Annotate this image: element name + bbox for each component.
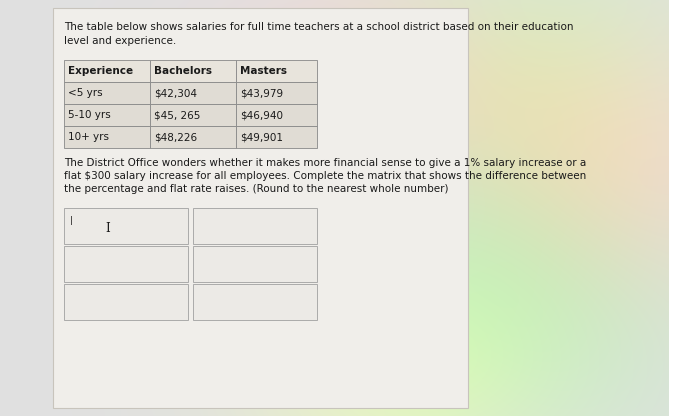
Bar	[64, 60, 150, 82]
Bar	[64, 104, 150, 126]
Bar	[193, 208, 317, 244]
Bar	[193, 246, 317, 282]
Text: level and experience.: level and experience.	[64, 36, 176, 46]
Text: flat $300 salary increase for all employees. Complete the matrix that shows the : flat $300 salary increase for all employ…	[64, 171, 586, 181]
Bar	[64, 82, 150, 104]
Bar	[236, 104, 317, 126]
Bar	[52, 8, 468, 408]
Text: $48,226: $48,226	[154, 132, 197, 142]
Text: $46,940: $46,940	[239, 110, 283, 120]
Text: $49,901: $49,901	[239, 132, 283, 142]
Bar	[64, 246, 188, 282]
Text: The table below shows salaries for full time teachers at a school district based: The table below shows salaries for full …	[64, 22, 573, 32]
Bar	[150, 60, 236, 82]
Text: Masters: Masters	[239, 66, 286, 76]
Text: $45, 265: $45, 265	[154, 110, 200, 120]
Text: Bachelors: Bachelors	[154, 66, 211, 76]
Bar	[64, 208, 188, 244]
Text: 5-10 yrs: 5-10 yrs	[68, 110, 111, 120]
Text: $42,304: $42,304	[154, 88, 197, 98]
Text: I: I	[105, 223, 110, 235]
Bar	[150, 104, 236, 126]
Bar	[150, 82, 236, 104]
Text: <5 yrs: <5 yrs	[68, 88, 102, 98]
Bar	[236, 126, 317, 148]
Bar	[150, 126, 236, 148]
Bar	[64, 284, 188, 320]
Bar	[193, 284, 317, 320]
Text: 10+ yrs: 10+ yrs	[68, 132, 108, 142]
Bar	[236, 82, 317, 104]
Text: the percentage and flat rate raises. (Round to the nearest whole number): the percentage and flat rate raises. (Ro…	[64, 184, 449, 194]
Bar	[64, 126, 150, 148]
Text: The District Office wonders whether it makes more financial sense to give a 1% s: The District Office wonders whether it m…	[64, 158, 586, 168]
Text: |: |	[70, 216, 73, 225]
Text: Experience: Experience	[68, 66, 133, 76]
Text: $43,979: $43,979	[239, 88, 283, 98]
Bar	[236, 60, 317, 82]
